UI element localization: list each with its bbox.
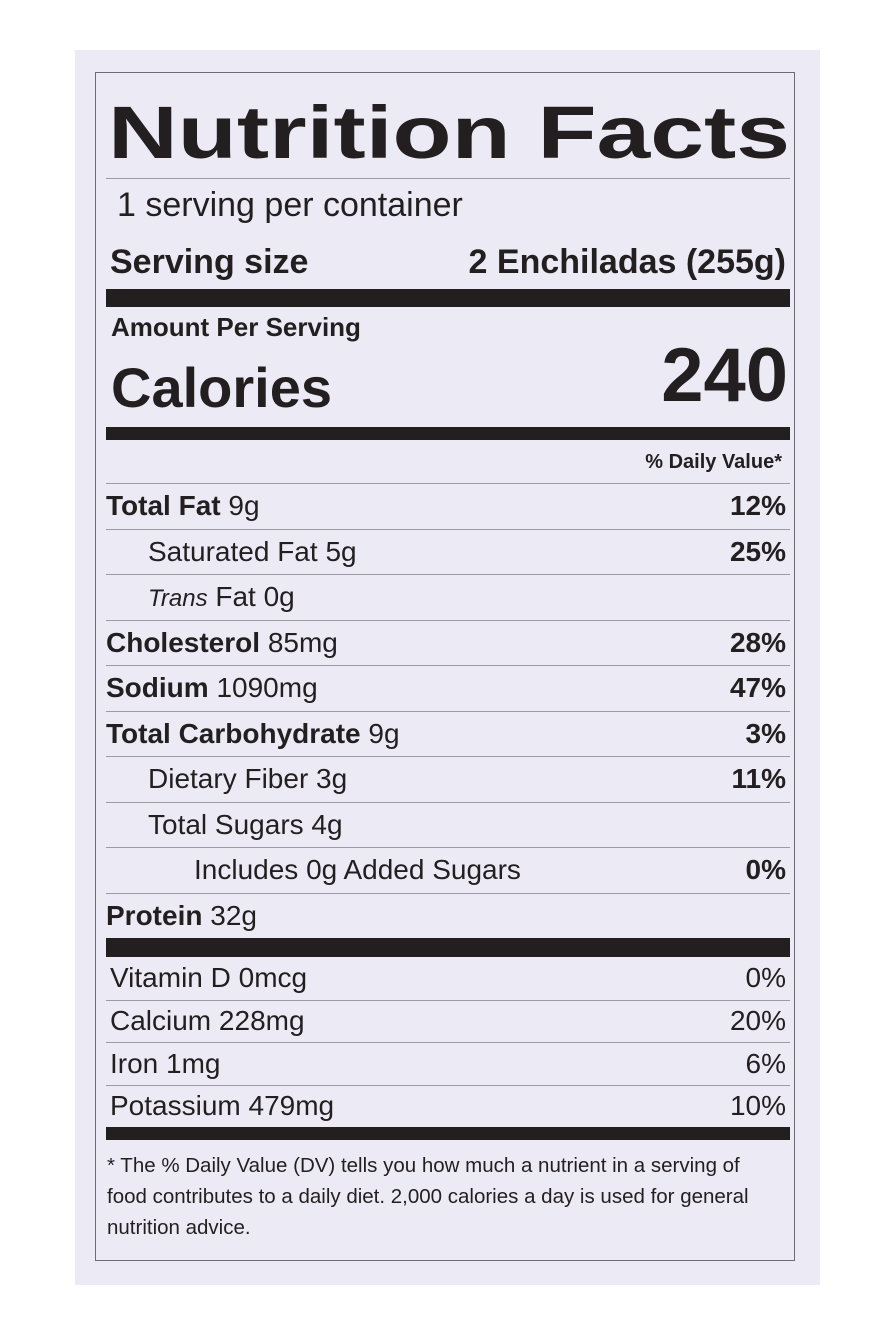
nutrient-amount: 5g	[325, 535, 357, 567]
vitamin-amount: 0mcg	[238, 962, 308, 994]
vitamin-dv: 10%	[729, 1090, 786, 1122]
vitamin-dv: 20%	[729, 1005, 786, 1037]
nutrient-label: Total Fat 9g	[106, 490, 260, 522]
thick-bar	[106, 427, 790, 440]
nutrient-name: Total Fat	[106, 490, 221, 522]
calories-value: 240	[661, 333, 788, 418]
thick-bar	[106, 1127, 790, 1140]
nutrient-amount: 9g	[368, 717, 400, 749]
nutrient-row: Dietary Fiber 3g 11%	[106, 756, 790, 802]
vitamin-label: Iron 1mg	[110, 1048, 221, 1080]
nutrient-row: Total Fat 9g 12%	[106, 483, 790, 529]
vitamin-row: Potassium 479mg 10%	[106, 1084, 790, 1128]
nutrient-amount: 9g	[228, 490, 260, 522]
nutrient-dv: 12%	[729, 490, 786, 522]
nutrient-row: Saturated Fat 5g 25%	[106, 528, 790, 575]
vitamin-name: Vitamin D	[110, 962, 231, 994]
nutrient-label: Total Carbohydrate 9g	[106, 718, 400, 750]
nutrient-row: Sodium 1090mg 47%	[106, 665, 790, 711]
nutrient-amount: 85mg	[267, 626, 338, 658]
nutrient-dv: 11%	[731, 763, 787, 795]
serving-size-value: 2 Enchiladas (255g)	[468, 242, 786, 281]
vitamin-dv: 6%	[745, 1047, 786, 1079]
vitamin-name: Potassium	[110, 1090, 241, 1122]
nutrient-label: Protein 32g	[106, 900, 257, 932]
nutrient-amount: 32g	[210, 899, 257, 931]
nutrient-amount: 1090mg	[216, 672, 318, 704]
servings-per-container: 1 serving per container	[117, 186, 463, 224]
vitamin-row: Iron 1mg 6%	[106, 1042, 790, 1085]
nutrient-label: Saturated Fat 5g	[148, 536, 357, 568]
divider	[106, 178, 790, 179]
nutrient-dv: 25%	[729, 535, 786, 567]
nutrient-dv: 3%	[745, 717, 786, 749]
nutrient-name: Dietary Fiber	[148, 763, 309, 795]
vitamin-label: Potassium 479mg	[110, 1090, 334, 1122]
nutrient-name: Protein	[106, 899, 203, 931]
label-frame	[95, 72, 795, 1261]
thick-bar	[106, 938, 790, 957]
nutrient-name: Includes 0g Added Sugars	[194, 854, 521, 886]
vitamin-label: Vitamin D 0mcg	[110, 962, 307, 994]
serving-size-label: Serving size	[110, 242, 309, 281]
nutrient-dv: 47%	[729, 672, 786, 704]
nutrient-label: Sodium 1090mg	[106, 672, 318, 704]
nutrient-name: Fat	[215, 581, 256, 613]
vitamin-dv: 0%	[745, 962, 786, 994]
nutrient-name: Saturated Fat	[148, 535, 318, 567]
daily-value-header: % Daily Value*	[645, 451, 782, 473]
nutrient-label: Total Sugars 4g	[148, 809, 343, 841]
nutrient-label: Trans Fat 0g	[148, 581, 295, 613]
footnote: * The % Daily Value (DV) tells you how m…	[107, 1154, 749, 1239]
nutrient-row: Protein 32g	[106, 892, 790, 939]
vitamin-label: Calcium 228mg	[110, 1005, 305, 1037]
nutrient-name-italic: Trans	[148, 585, 208, 613]
nutrient-dv: 28%	[729, 626, 786, 658]
nutrient-amount: 3g	[316, 763, 348, 795]
nutrient-name: Total Sugars	[148, 808, 304, 840]
nutrient-amount: 0g	[263, 581, 295, 613]
nutrient-label: Dietary Fiber 3g	[148, 763, 347, 795]
nutrient-dv: 0%	[745, 854, 786, 886]
title-svg: Nutrition Facts	[108, 91, 790, 174]
vitamin-name: Calcium	[110, 1005, 212, 1037]
title: Nutrition Facts	[108, 91, 790, 174]
vitamin-amount: 479mg	[248, 1090, 335, 1122]
nutrient-row: Total Sugars 4g	[106, 801, 790, 848]
calories-label: Calories	[111, 356, 332, 419]
vitamin-amount: 228mg	[218, 1005, 305, 1037]
nutrient-row: Cholesterol 85mg 28%	[106, 619, 790, 666]
amount-per-serving: Amount Per Serving	[111, 312, 361, 342]
serving-size-row: Serving size 2 Enchiladas (255g)	[106, 240, 790, 284]
nutrient-amount: 4g	[311, 808, 343, 840]
nutrient-label: Cholesterol 85mg	[106, 627, 338, 659]
nutrient-row: Includes 0g Added Sugars 0%	[106, 847, 790, 893]
nutrient-label: Includes 0g Added Sugars	[194, 854, 521, 886]
nutrient-name: Cholesterol	[106, 626, 261, 658]
nutrient-name: Total Carbohydrate	[106, 717, 361, 749]
thick-bar	[106, 289, 790, 307]
nutrient-name: Sodium	[106, 672, 209, 704]
vitamin-row: Calcium 228mg 20%	[106, 999, 790, 1043]
vitamin-amount: 1mg	[166, 1047, 221, 1079]
label-panel: Nutrition Facts 1 serving per container …	[75, 50, 820, 1285]
nutrient-row: Trans Fat 0g	[106, 574, 790, 620]
nutrient-row: Total Carbohydrate 9g 3%	[106, 710, 790, 757]
vitamin-name: Iron	[110, 1047, 159, 1079]
vitamin-row: Vitamin D 0mcg 0%	[106, 957, 790, 1000]
